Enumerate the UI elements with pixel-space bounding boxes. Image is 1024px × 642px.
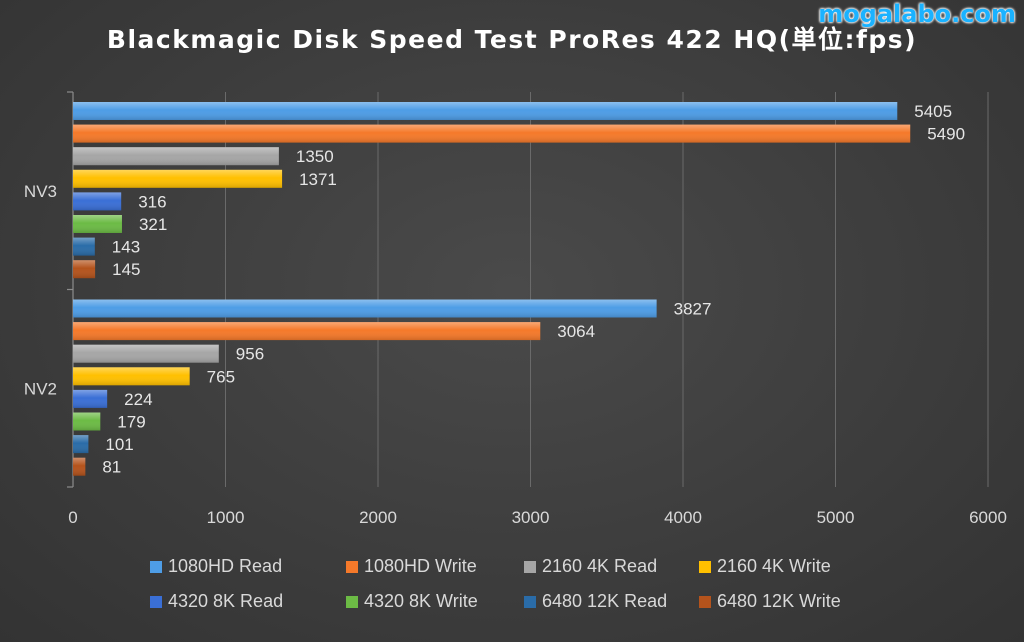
data-label: 3827 bbox=[674, 300, 712, 319]
bar-shade bbox=[73, 169, 283, 188]
legend-item: 4320 8K Write bbox=[346, 591, 524, 612]
x-tick-label: 4000 bbox=[664, 508, 702, 527]
legend-item: 6480 12K Read bbox=[524, 591, 699, 612]
legend-swatch bbox=[524, 560, 536, 573]
bar-shade bbox=[73, 367, 190, 386]
legend-swatch bbox=[699, 595, 711, 608]
data-label: 101 bbox=[105, 435, 133, 454]
category-label: NV3 bbox=[24, 182, 57, 201]
data-label: 316 bbox=[138, 192, 166, 211]
legend-swatch bbox=[346, 560, 358, 573]
legend-label: 2160 4K Read bbox=[542, 556, 658, 576]
x-tick-label: 1000 bbox=[207, 508, 245, 527]
legend-item: 1080HD Write bbox=[346, 556, 524, 577]
data-label: 145 bbox=[112, 260, 140, 279]
legend-swatch bbox=[150, 595, 162, 608]
data-label: 224 bbox=[124, 390, 152, 409]
bar-shade bbox=[73, 237, 95, 256]
bar-shade bbox=[73, 192, 122, 211]
legend-label: 2160 4K Write bbox=[717, 556, 831, 576]
data-label: 3064 bbox=[557, 322, 595, 341]
legend: 1080HD Read 1080HD Write 2160 4K Read 2160 … bbox=[150, 556, 890, 612]
bar-shade bbox=[73, 435, 89, 454]
data-label: 765 bbox=[207, 367, 235, 386]
legend-item: 2160 4K Read bbox=[524, 556, 699, 577]
x-tick-label: 2000 bbox=[359, 508, 397, 527]
legend-label: 4320 8K Read bbox=[168, 591, 284, 611]
legend-label: 1080HD Write bbox=[364, 556, 477, 576]
bar-shade bbox=[73, 147, 279, 166]
data-label: 1350 bbox=[296, 147, 334, 166]
bar-shade bbox=[73, 412, 101, 431]
legend-item: 2160 4K Write bbox=[699, 556, 874, 577]
bar-shade bbox=[73, 389, 108, 408]
data-label: 143 bbox=[112, 238, 140, 257]
legend-swatch bbox=[150, 560, 162, 573]
legend-item: 4320 8K Read bbox=[150, 591, 346, 612]
x-tick-label: 0 bbox=[68, 508, 77, 527]
legend-swatch bbox=[346, 595, 358, 608]
bar-shade bbox=[73, 344, 219, 363]
x-tick-label: 3000 bbox=[512, 508, 550, 527]
bar-shade bbox=[73, 215, 122, 233]
legend-item: 6480 12K Write bbox=[699, 591, 874, 612]
bar-shade bbox=[73, 457, 86, 476]
bar-shade bbox=[73, 322, 541, 341]
data-label: 179 bbox=[117, 413, 145, 432]
bar-shade bbox=[73, 260, 96, 279]
bar-shade bbox=[73, 102, 898, 120]
chart-title: Blackmagic Disk Speed Test ProRes 422 HQ… bbox=[106, 25, 918, 54]
legend-swatch bbox=[524, 595, 536, 608]
legend-label: 6480 12K Write bbox=[717, 591, 841, 611]
x-tick-label: 5000 bbox=[817, 508, 855, 527]
data-label: 5405 bbox=[914, 102, 952, 121]
data-label: 81 bbox=[102, 458, 121, 477]
data-label: 321 bbox=[139, 215, 167, 234]
bar-shade bbox=[73, 299, 657, 318]
bar-shade bbox=[73, 124, 911, 143]
legend-item: 1080HD Read bbox=[150, 556, 346, 577]
legend-label: 4320 8K Write bbox=[364, 591, 478, 611]
data-label: 5490 bbox=[927, 125, 965, 144]
x-tick-label: 6000 bbox=[969, 508, 1007, 527]
legend-swatch bbox=[699, 560, 711, 573]
watermark: mogalabo.com bbox=[818, 0, 1016, 28]
legend-label: 6480 12K Read bbox=[542, 591, 668, 611]
legend-label: 1080HD Read bbox=[168, 556, 283, 576]
data-label: 1371 bbox=[299, 170, 337, 189]
data-label: 956 bbox=[236, 345, 264, 364]
category-label: NV2 bbox=[24, 379, 57, 398]
